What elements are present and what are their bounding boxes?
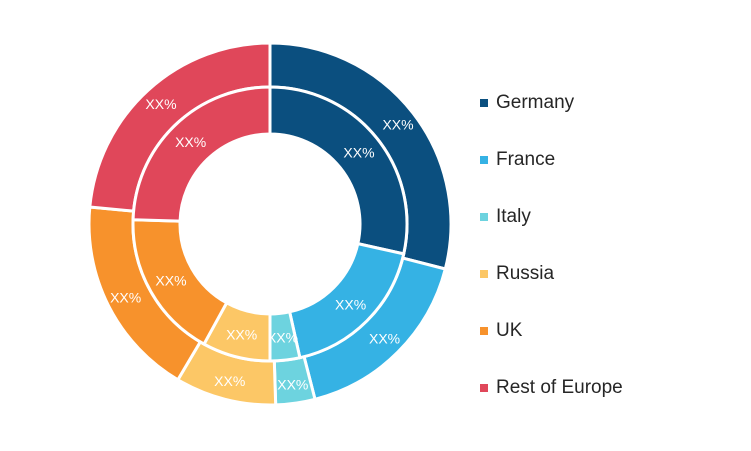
- outer-label-russia: XX%: [214, 373, 245, 389]
- legend-swatch-rest-of-europe: [480, 383, 488, 392]
- legend-item-rest-of-europe: Rest of Europe: [480, 359, 623, 416]
- inner-label-italy: XX%: [267, 329, 298, 345]
- outer-label-france: XX%: [369, 331, 400, 347]
- outer-label-rest-of-europe: XX%: [145, 96, 176, 112]
- legend-item-uk: UK: [480, 302, 623, 359]
- legend-label-rest-of-europe: Rest of Europe: [496, 376, 623, 398]
- inner-label-russia: XX%: [226, 326, 257, 342]
- legend-item-france: France: [480, 131, 623, 188]
- legend-label-uk: UK: [496, 319, 523, 341]
- legend-label-italy: Italy: [496, 205, 531, 227]
- legend-swatch-germany: [480, 98, 488, 107]
- inner-label-france: XX%: [335, 297, 366, 313]
- legend-label-france: France: [496, 148, 556, 170]
- inner-slice-germany: [268, 85, 409, 256]
- outer-label-italy: XX%: [277, 376, 308, 392]
- legend-label-russia: Russia: [496, 262, 555, 284]
- legend-swatch-russia: [480, 269, 488, 278]
- legend-swatch-uk: [480, 326, 488, 335]
- inner-label-uk: XX%: [155, 272, 186, 288]
- outer-label-germany: XX%: [382, 117, 413, 133]
- legend-swatch-france: [480, 155, 488, 164]
- inner-label-rest-of-europe: XX%: [175, 134, 206, 150]
- legend: Germany France Italy Russia UK Rest of E…: [480, 74, 623, 416]
- legend-item-germany: Germany: [480, 74, 623, 131]
- inner-slice-rest-of-europe: [131, 85, 272, 223]
- inner-label-germany: XX%: [343, 145, 374, 161]
- legend-swatch-italy: [480, 212, 488, 221]
- legend-item-russia: Russia: [480, 245, 623, 302]
- legend-item-italy: Italy: [480, 188, 623, 245]
- outer-label-uk: XX%: [110, 290, 141, 306]
- legend-label-germany: Germany: [496, 91, 575, 113]
